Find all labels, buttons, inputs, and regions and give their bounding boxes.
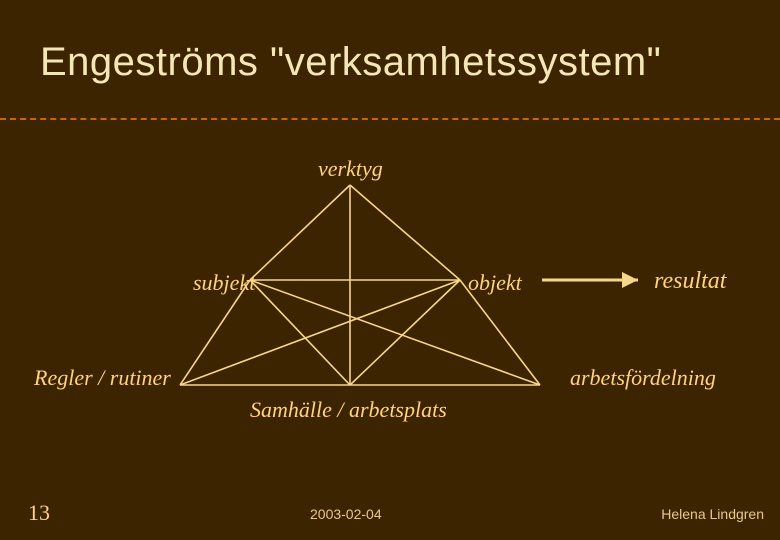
label-arbetsf: arbetsfördelning: [570, 365, 716, 391]
footer: 13 2003-02-04 Helena Lindgren: [0, 500, 780, 530]
label-resultat: resultat: [654, 268, 726, 295]
label-regler: Regler / rutiner: [34, 365, 171, 391]
label-samhalle: Samhälle / arbetsplats: [250, 397, 447, 423]
footer-author: Helena Lindgren: [661, 506, 764, 522]
page-number: 13: [28, 500, 50, 526]
label-objekt: objekt: [468, 270, 522, 296]
label-verktyg: verktyg: [318, 156, 383, 182]
label-subjekt: subjekt: [193, 270, 255, 296]
diagram-area: verktyg subjekt objekt resultat Regler /…: [0, 140, 780, 490]
activity-system-triangle: [0, 140, 780, 490]
accent-divider: [0, 118, 780, 120]
slide-title: Engeströms "verksamhetssystem": [40, 40, 661, 85]
slide: Engeströms "verksamhetssystem" verktyg s…: [0, 0, 780, 540]
footer-date: 2003-02-04: [310, 506, 382, 522]
